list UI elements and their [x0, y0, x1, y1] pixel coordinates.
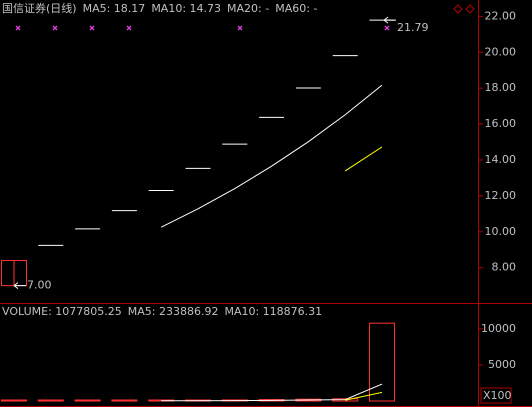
- icon[interactable]: [465, 4, 475, 14]
- annotation-arrow: [383, 16, 396, 24]
- ma-line: [344, 146, 383, 172]
- y-tick-label: 18.00: [485, 81, 517, 94]
- unit-label: X100: [483, 389, 512, 402]
- signal-markers: [15, 25, 390, 31]
- low-label: 7.00: [27, 279, 52, 292]
- y-tick-label: 10.00: [485, 225, 517, 238]
- signal-marker: [15, 25, 21, 31]
- legend-entry: MA5: 233886.92: [128, 305, 219, 318]
- annotation-arrow: [13, 282, 26, 290]
- volume-bar: [1, 399, 27, 402]
- ma-line: [161, 383, 383, 402]
- y-tick-label: 20.00: [485, 45, 517, 58]
- volume-title: VOLUME: 1077805.25: [2, 305, 122, 318]
- icon[interactable]: [453, 4, 463, 14]
- legend-entry: MA60: -: [275, 2, 317, 15]
- ma-line: [160, 84, 383, 228]
- y-tick-label: 22.00: [485, 9, 517, 22]
- signal-marker: [237, 25, 243, 31]
- chart-title: 国信证券(日线): [2, 1, 77, 15]
- ma-line: [345, 391, 383, 401]
- y-tick-label: 8.00: [492, 261, 517, 274]
- volume-bar: [74, 399, 101, 402]
- unit-box: [480, 387, 512, 404]
- y-tick-label: 16.00: [485, 117, 517, 130]
- y-tick-label: 12.00: [485, 189, 517, 202]
- legend-entry: MA5: 18.17: [83, 2, 146, 15]
- high-label: 21.79: [397, 21, 429, 34]
- legend-entry: MA10: 14.73: [151, 2, 221, 15]
- y-tick-label: 10000: [481, 322, 516, 335]
- signal-marker: [126, 25, 132, 31]
- y-tick-label: 5000: [488, 358, 516, 371]
- legend-entry: MA20: -: [227, 2, 269, 15]
- y-tick-label: 14.00: [485, 153, 517, 166]
- signal-marker: [384, 25, 390, 31]
- volume-bar: [369, 322, 395, 402]
- volume-bar: [111, 399, 138, 402]
- volume-bar: [37, 399, 64, 402]
- legend-entry: MA10: 118876.31: [224, 305, 322, 318]
- signal-marker: [89, 25, 95, 31]
- signal-marker: [52, 25, 58, 31]
